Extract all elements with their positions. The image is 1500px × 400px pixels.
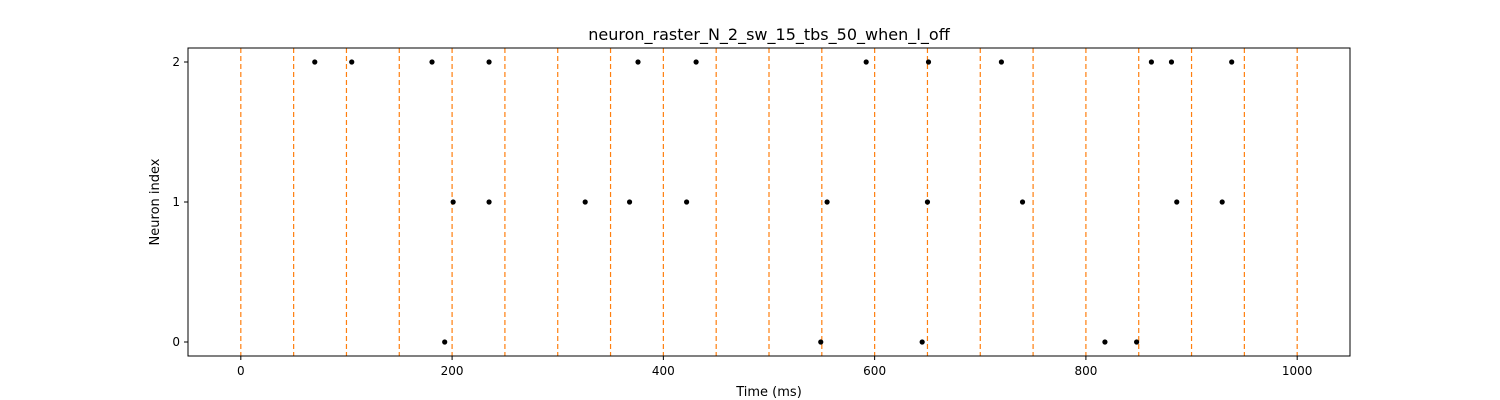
spike-point-n1-6 — [924, 199, 931, 205]
spike-point-n0-3 — [1102, 339, 1108, 345]
y-tick-label-0: 0 — [172, 335, 180, 349]
spike-point-n1-8 — [1174, 199, 1180, 205]
spike-point-n2-1 — [349, 59, 355, 65]
spike-point-n1-5 — [824, 199, 830, 205]
spike-point-n0-0 — [442, 339, 448, 345]
spike-point-n2-3 — [486, 59, 492, 65]
x-tick-label-0: 0 — [237, 364, 245, 378]
spike-point-n1-9 — [1219, 199, 1225, 205]
spike-point-n2-2 — [429, 59, 435, 65]
spike-point-n2-4 — [635, 59, 641, 65]
y-axis-label: Neuron index — [148, 158, 163, 245]
spike-points — [312, 59, 1235, 345]
spike-point-n2-5 — [693, 59, 699, 65]
y-axis: 0 1 2 — [172, 55, 188, 349]
spike-point-n1-4 — [684, 199, 690, 205]
spike-point-n2-9 — [1148, 59, 1155, 65]
x-axis-label: Time (ms) — [735, 385, 802, 400]
spike-point-n2-7 — [925, 59, 932, 65]
spike-point-n0-4 — [1134, 339, 1140, 345]
spike-point-n2-6 — [863, 59, 869, 65]
spike-point-n1-3 — [626, 199, 633, 205]
y-tick-label-2: 2 — [172, 55, 180, 69]
spike-point-n1-1 — [486, 199, 492, 205]
x-tick-label-600: 600 — [863, 364, 886, 378]
spike-point-n0-1 — [818, 339, 824, 345]
chart-title: neuron_raster_N_2_sw_15_tbs_50_when_I_of… — [588, 25, 950, 45]
spike-point-n1-7 — [1019, 199, 1026, 205]
x-tick-label-1000: 1000 — [1282, 364, 1313, 378]
x-tick-label-800: 800 — [1074, 364, 1097, 378]
y-tick-label-1: 1 — [172, 195, 180, 209]
x-axis: 0 200 400 600 800 1000 — [237, 356, 1312, 378]
spike-point-n2-10 — [1168, 59, 1175, 65]
time-bin-boundaries — [240, 48, 1298, 356]
spike-point-n1-0 — [450, 199, 456, 205]
spike-point-n1-2 — [582, 199, 588, 205]
spike-point-n0-2 — [919, 339, 925, 345]
spike-point-n2-11 — [1229, 59, 1235, 65]
spike-point-n2-8 — [998, 59, 1005, 65]
x-tick-label-200: 200 — [441, 364, 464, 378]
x-tick-label-400: 400 — [652, 364, 675, 378]
spike-point-n2-0 — [312, 59, 318, 65]
